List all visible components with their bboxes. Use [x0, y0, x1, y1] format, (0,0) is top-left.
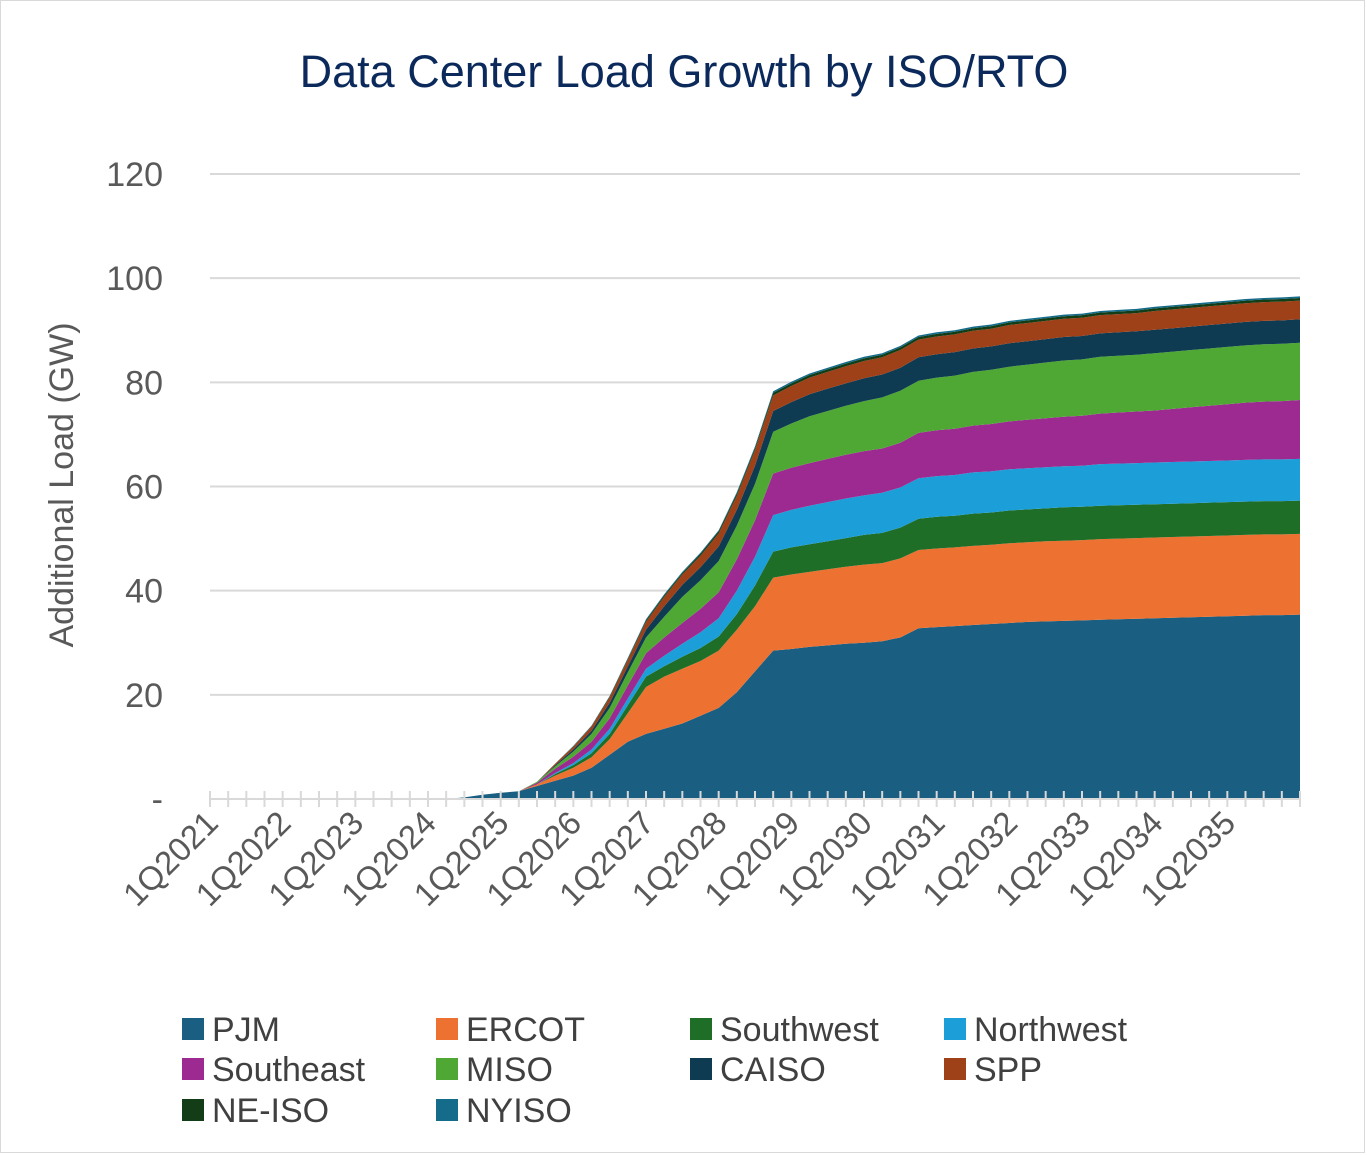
- x-axis: 1Q20211Q20221Q20231Q20241Q20251Q20261Q20…: [116, 791, 1301, 913]
- legend-label: CAISO: [720, 1051, 826, 1089]
- legend-label: ERCOT: [466, 1011, 585, 1049]
- legend-label: SPP: [974, 1051, 1042, 1089]
- legend-item-ercot: ERCOT: [436, 1011, 585, 1049]
- y-tick-label: 60: [125, 469, 163, 507]
- y-tick-label: 80: [125, 364, 163, 402]
- area-ercot: [228, 533, 1301, 799]
- legend-label: Southwest: [720, 1011, 879, 1049]
- legend-item-southeast: Southeast: [182, 1051, 366, 1089]
- legend-item-ne-iso: NE-ISO: [182, 1092, 329, 1130]
- legend-swatch: [436, 1018, 458, 1040]
- chart-title: Data Center Load Growth by ISO/RTO: [300, 46, 1069, 97]
- y-tick-label: 120: [106, 156, 163, 194]
- area-northwest: [228, 458, 1301, 799]
- legend-swatch: [944, 1058, 966, 1080]
- legend-label: MISO: [466, 1051, 553, 1089]
- area-southeast: [228, 400, 1301, 799]
- legend-label: Southeast: [212, 1051, 366, 1089]
- legend-item-nyiso: NYISO: [436, 1092, 572, 1130]
- legend-swatch: [690, 1058, 712, 1080]
- legend-item-northwest: Northwest: [944, 1011, 1128, 1049]
- area-miso: [228, 342, 1301, 799]
- legend-label: NYISO: [466, 1092, 572, 1130]
- y-axis-ticks: - 20 40 60 80 100 120: [106, 156, 163, 819]
- legend-label: PJM: [212, 1011, 280, 1049]
- legend-item-pjm: PJM: [182, 1011, 280, 1049]
- legend-item-miso: MISO: [436, 1051, 553, 1089]
- y-tick-label: 100: [106, 260, 163, 298]
- y-tick-label: -: [152, 781, 163, 819]
- legend-swatch: [182, 1058, 204, 1080]
- legend-swatch: [690, 1018, 712, 1040]
- legend-swatch: [944, 1018, 966, 1040]
- legend-item-caiso: CAISO: [690, 1051, 826, 1089]
- area-series: [228, 296, 1301, 799]
- y-tick-label: 40: [125, 573, 163, 611]
- legend-swatch: [182, 1099, 204, 1121]
- legend-item-southwest: Southwest: [690, 1011, 879, 1049]
- y-tick-label: 20: [125, 677, 163, 715]
- area-southwest: [228, 500, 1301, 799]
- legend-swatch: [436, 1099, 458, 1121]
- area-pjm: [228, 614, 1301, 799]
- legend-swatch: [436, 1058, 458, 1080]
- legend-item-spp: SPP: [944, 1051, 1042, 1089]
- legend-label: Northwest: [974, 1011, 1128, 1049]
- legend-label: NE-ISO: [212, 1092, 329, 1130]
- y-axis-label: Additional Load (GW): [43, 322, 81, 647]
- legend: PJM ERCOT Southwest Northwest Southeast MISO C…: [182, 1011, 1128, 1130]
- legend-swatch: [182, 1018, 204, 1040]
